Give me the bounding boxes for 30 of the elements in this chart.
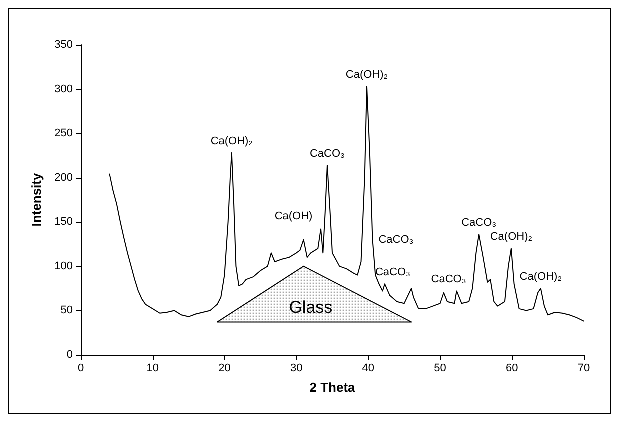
- annotation: CaCO₃: [375, 266, 410, 279]
- annotation: Ca(OH)₂: [210, 136, 253, 148]
- annotation: CaCO₃: [462, 217, 497, 230]
- x-tick-label: 50: [434, 362, 446, 374]
- y-tick-label: 200: [54, 172, 73, 184]
- x-tick-label: 10: [146, 362, 159, 374]
- y-tick-label: 100: [54, 260, 73, 272]
- annotation: Ca(OH)₂: [490, 231, 533, 244]
- annotation: CaCO₃: [431, 274, 466, 286]
- y-tick-label: 50: [60, 304, 73, 317]
- x-axis-title: 2 Theta: [310, 380, 356, 395]
- x-tick-label: 70: [578, 362, 590, 374]
- annotation: Ca(OH)₂: [346, 69, 388, 82]
- y-tick-label: 0: [66, 349, 73, 361]
- annotation: Ca(OH)₂: [520, 271, 562, 284]
- annotation: Ca(OH): [274, 210, 313, 222]
- y-tick-label: 300: [54, 83, 73, 96]
- annotation: CaCO₃: [378, 234, 414, 246]
- annotation: CaCO₃: [310, 148, 345, 160]
- x-tick-label: 20: [218, 362, 231, 374]
- x-tick-label: 60: [506, 362, 518, 374]
- y-axis-title: Intensity: [29, 172, 44, 227]
- x-tick-label: 30: [290, 362, 303, 374]
- annotation: Glass: [289, 298, 333, 318]
- x-tick-label: 0: [78, 362, 84, 374]
- y-tick-label: 150: [54, 216, 73, 228]
- y-tick-label: 250: [54, 128, 73, 140]
- line-series: [109, 86, 584, 322]
- y-tick-label: 350: [54, 39, 73, 51]
- x-tick-label: 40: [362, 362, 375, 374]
